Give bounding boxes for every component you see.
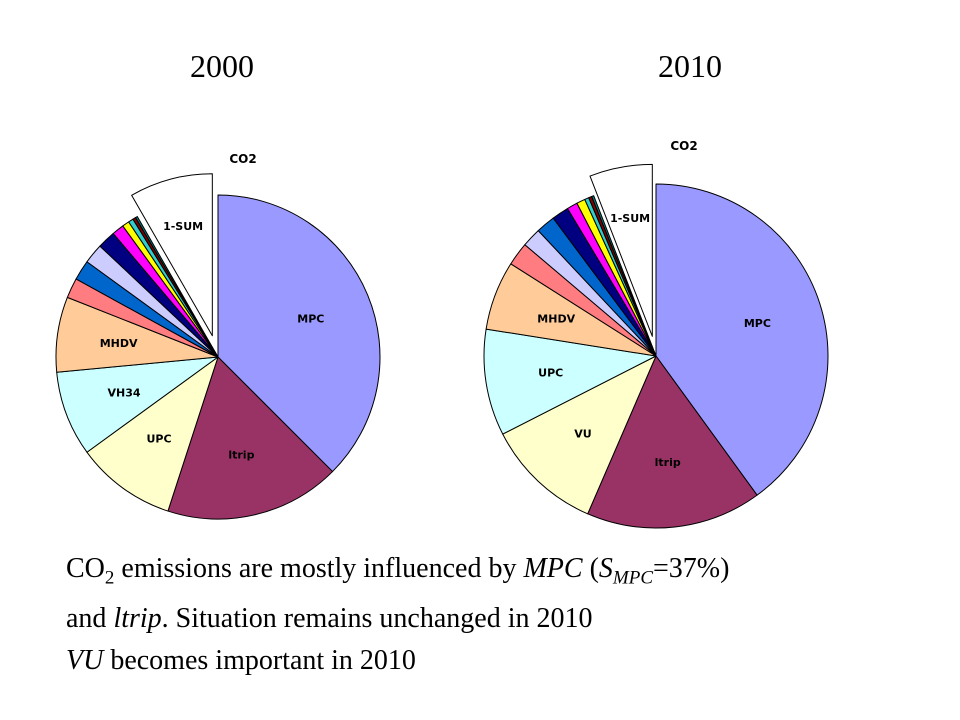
caption-vu: VU: [66, 645, 104, 676]
caption-line-3: VU becomes important in 2010: [66, 645, 416, 677]
caption-situation: . Situation remains unchanged in 2010: [161, 603, 593, 634]
pie-slice-mpc: [217, 194, 381, 473]
caption-text-c: =37%): [653, 553, 730, 584]
pie-label-mhdv: MHDV: [100, 337, 138, 350]
pie-slice-minor-13: [135, 216, 219, 358]
caption-mpc: MPC: [523, 553, 583, 584]
pie-subtitle-co2: CO2: [229, 152, 256, 166]
pie-subtitle-co2: CO2: [670, 139, 697, 153]
caption-line-2: and ltrip. Situation remains unchanged i…: [66, 603, 593, 635]
pie-label-1-sum: 1-SUM: [163, 220, 203, 233]
year-label-2000: 2000: [190, 48, 254, 84]
pie-label-mpc: MPC: [297, 313, 324, 326]
pie-slice-ltrip: [167, 356, 334, 520]
caption-sub-2: 2: [104, 567, 115, 589]
pie-charts: MPC ltrip UPC VH34 MHDV 1-SUM CO2 MPC ltrip VU UPC…: [55, 139, 829, 529]
pie-label-1-sum: 1-SUM: [610, 212, 650, 225]
pie-slice-vh34: [56, 356, 219, 453]
pie-chart-2000: MPC ltrip UPC VH34 MHDV 1-SUM CO2: [55, 152, 381, 520]
pie-slice-1-sum: [131, 173, 213, 337]
pie-label-vu: VU: [574, 428, 591, 441]
caption-sub-mpc: MPC: [612, 567, 653, 589]
pie-slice-upc: [483, 328, 657, 435]
caption-and: and: [66, 603, 114, 634]
pie-label-mhdv: MHDV: [537, 312, 575, 325]
caption-becomes: becomes important in 2010: [103, 645, 416, 676]
pie-slice-upc: [86, 356, 219, 512]
caption-ltrip: ltrip: [113, 603, 162, 634]
year-label-2010: 2010: [658, 48, 722, 84]
pie-label-ltrip: ltrip: [228, 449, 254, 462]
pie-slice-1-sum: [589, 163, 653, 337]
pie-label-vh34: VH34: [107, 387, 140, 400]
pie-label-upc: UPC: [146, 432, 171, 445]
pie-slice-minor-13: [591, 195, 657, 357]
caption-co: CO: [66, 553, 105, 584]
caption-s: S: [598, 553, 613, 584]
pie-slice-ltrip: [587, 355, 758, 529]
caption-text-a: emissions are mostly influenced by: [114, 553, 524, 584]
pie-slice-mpc: [655, 183, 829, 496]
caption-line-1: CO2 emissions are mostly influenced by M…: [66, 553, 729, 590]
pie-label-ltrip: ltrip: [655, 456, 681, 469]
pie-label-mpc: MPC: [744, 317, 771, 330]
pie-slice-vu: [502, 355, 657, 515]
pie-chart-2010: MPC ltrip VU UPC MHDV 1-SUM CO2: [483, 139, 829, 529]
caption-text-b: (: [582, 553, 599, 584]
pie-label-upc: UPC: [538, 367, 563, 380]
